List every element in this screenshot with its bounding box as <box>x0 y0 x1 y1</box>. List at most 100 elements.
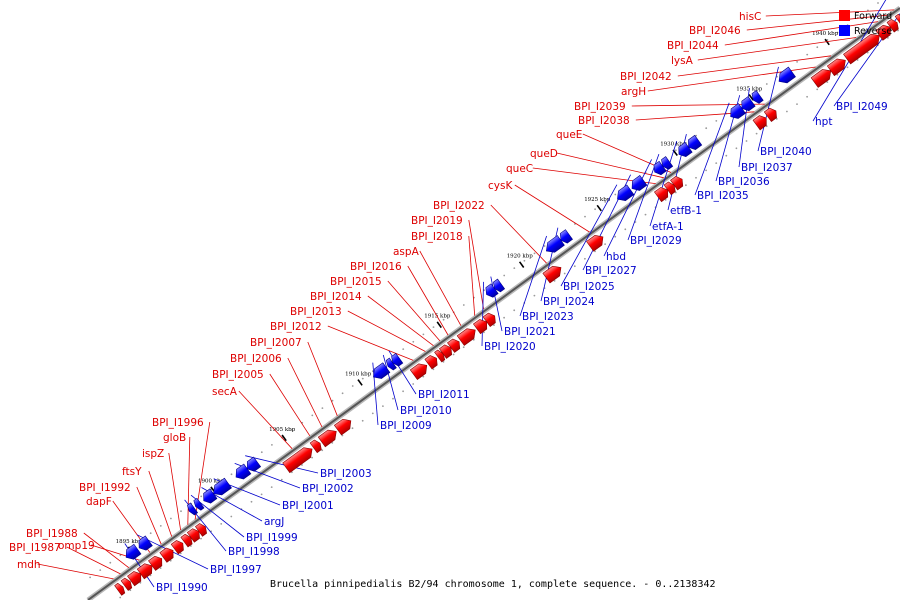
reverse-label-bpi-i2010: BPI_I2010 <box>400 405 452 417</box>
forward-gene-bpi-i2005[interactable] <box>309 438 324 454</box>
reverse-gene-etfa-1-shape <box>678 142 693 158</box>
scale-tick <box>596 204 602 212</box>
reverse-gene-argj[interactable] <box>200 488 218 506</box>
reverse-gene-bpi-i2025[interactable] <box>614 184 635 204</box>
scale-dot <box>614 235 617 238</box>
scale-dot <box>674 191 677 194</box>
reverse-gene-etfa-1[interactable] <box>675 142 693 159</box>
reverse-gene-bpi-i2021[interactable] <box>491 278 506 293</box>
forward-gene-dapf[interactable] <box>148 554 166 571</box>
reverse-gene-bpi-i2010[interactable] <box>385 357 397 371</box>
forward-label-bpi-i2013: BPI_I2013 <box>290 306 342 318</box>
scale-dot <box>119 596 122 599</box>
reverse-gene-bpi-i2027[interactable] <box>629 175 648 193</box>
forward-label-omp19: omp19 <box>58 540 95 552</box>
forward-gene-bpi-i2012[interactable] <box>409 360 430 381</box>
reverse-gene-bpi-i2011[interactable] <box>389 352 404 367</box>
forward-gene-bpi-i2022[interactable] <box>542 263 565 284</box>
scale-dot <box>614 193 617 196</box>
chromosome-axis <box>86 5 900 600</box>
reverse-leader <box>519 235 547 317</box>
scale-dot <box>584 215 586 218</box>
reverse-gene-etfb-1[interactable] <box>685 134 703 152</box>
reverse-gene-bpi-i2009[interactable] <box>370 362 391 382</box>
forward-gene-bpi-i2018[interactable] <box>472 317 490 335</box>
forward-gene-bpi-i2007[interactable] <box>333 416 354 436</box>
scale-dot <box>220 523 223 525</box>
reverse-gene-bpi-i2040[interactable] <box>776 66 796 86</box>
forward-gene-bpi-i1987[interactable] <box>120 577 134 591</box>
reverse-gene-bpi-i2029[interactable] <box>659 156 674 171</box>
forward-gene-bpi-i2044[interactable] <box>875 22 894 41</box>
reverse-gene-bpi-i1997[interactable] <box>136 535 153 553</box>
forward-label-quec: queC <box>506 163 533 175</box>
forward-gene-quec[interactable] <box>653 185 671 203</box>
forward-gene-quee[interactable] <box>670 174 686 191</box>
forward-gene-bpi-i2013[interactable] <box>424 353 440 370</box>
reverse-gene-hbd[interactable] <box>651 160 667 177</box>
forward-leader <box>327 325 414 361</box>
forward-gene-argh[interactable] <box>810 66 834 88</box>
reverse-gene-hbd-shape <box>653 160 667 176</box>
forward-gene-mdh-shape <box>114 582 126 596</box>
reverse-gene-bpi-i1999[interactable] <box>192 497 205 511</box>
reverse-gene-bpi-i2036[interactable] <box>738 96 756 114</box>
forward-gene-ftsy[interactable] <box>170 538 186 555</box>
forward-leader <box>724 21 878 46</box>
reverse-gene-bpi-i2003[interactable] <box>244 456 262 474</box>
scale-dot <box>604 243 606 246</box>
legend-forward-swatch <box>839 10 850 21</box>
reverse-gene-bpi-i2037[interactable] <box>750 90 764 105</box>
scale-dot <box>584 257 586 260</box>
reverse-gene-bpi-i1998[interactable] <box>186 502 199 516</box>
forward-gene-bpi-i1992[interactable] <box>159 546 177 563</box>
forward-leader <box>238 390 293 449</box>
forward-gene-omp19[interactable] <box>136 561 155 580</box>
forward-gene-bpi-i2014[interactable] <box>434 349 447 363</box>
forward-gene-bpi-i2019[interactable] <box>482 311 498 328</box>
scale-dot <box>563 272 566 275</box>
forward-gene-aspa[interactable] <box>456 325 479 346</box>
forward-gene-mdh[interactable] <box>114 582 127 596</box>
reverse-gene-bpi-i2023[interactable] <box>543 235 565 255</box>
forward-gene-ispz-shape <box>180 533 193 548</box>
forward-gene-ispz[interactable] <box>180 533 195 548</box>
reverse-gene-bpi-i2024[interactable] <box>557 229 573 246</box>
reverse-gene-bpi-i2001[interactable] <box>210 477 232 498</box>
reverse-gene-bpi-i2020[interactable] <box>483 283 499 300</box>
scale-dot <box>472 338 475 341</box>
forward-gene-glob[interactable] <box>186 527 202 543</box>
forward-gene-seca[interactable] <box>282 444 316 474</box>
forward-leader <box>490 204 547 264</box>
forward-gene-bpi-i2006[interactable] <box>317 426 340 448</box>
forward-gene-bpi-i2046[interactable] <box>886 18 900 33</box>
forward-gene-qued[interactable] <box>663 180 678 196</box>
forward-gene-bpi-i1988[interactable] <box>127 569 145 587</box>
scale-dot <box>533 294 536 297</box>
scale-dot <box>755 132 758 135</box>
forward-gene-bpi-i2038[interactable] <box>752 113 770 131</box>
forward-gene-bpi-i1996[interactable] <box>194 522 209 537</box>
scale-dot <box>715 120 718 122</box>
forward-gene-cysk[interactable] <box>586 232 607 252</box>
reverse-gene-bpi-i1998-shape <box>187 502 199 516</box>
reverse-label-bpi-i1997: BPI_I1997 <box>210 564 262 576</box>
reverse-gene-bpi-i2002-shape <box>235 463 252 480</box>
reverse-label-bpi-i1999: BPI_I1999 <box>246 532 298 544</box>
forward-gene-lysa[interactable] <box>843 31 883 65</box>
forward-gene-bpi-i2016[interactable] <box>447 337 463 353</box>
forward-gene-bpi-i2015[interactable] <box>438 343 454 359</box>
scale-dot <box>129 589 132 592</box>
reverse-gene-bpi-i1990[interactable] <box>123 543 142 562</box>
forward-gene-bpi-i2042[interactable] <box>826 55 849 77</box>
reverse-gene-bpi-i2002[interactable] <box>233 463 252 482</box>
forward-gene-hisc[interactable] <box>894 13 900 27</box>
scale-dot <box>816 46 819 49</box>
forward-gene-bpi-i2039[interactable] <box>763 106 779 123</box>
reverse-label-bpi-i2024: BPI_I2024 <box>543 296 595 308</box>
scale-dot <box>200 537 202 540</box>
forward-label-dapf: dapF <box>86 496 112 508</box>
scale-dot <box>493 324 495 326</box>
reverse-gene-bpi-i2035[interactable] <box>727 103 746 122</box>
